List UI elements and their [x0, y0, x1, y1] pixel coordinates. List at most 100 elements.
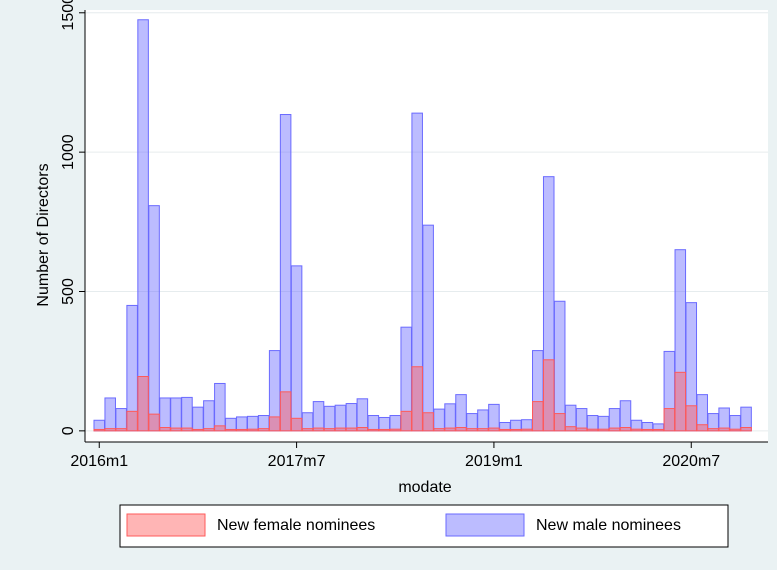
bar	[192, 428, 204, 432]
legend-box	[119, 504, 729, 548]
bar	[718, 407, 730, 432]
bar	[641, 428, 654, 432]
bar	[236, 416, 248, 432]
bar	[532, 401, 544, 432]
bar	[246, 428, 259, 432]
x-axis-title: modate	[398, 479, 451, 496]
legend-swatch	[445, 513, 525, 537]
bar	[466, 428, 478, 432]
legend	[119, 504, 729, 548]
bar	[455, 427, 467, 432]
bar	[115, 428, 127, 432]
bar	[214, 425, 226, 432]
bar	[268, 416, 281, 432]
bar	[334, 404, 347, 432]
x-tick-label: 2019m1	[465, 453, 523, 470]
bar	[214, 382, 226, 432]
y-tick-label: 500	[60, 278, 77, 305]
bar	[444, 427, 456, 432]
bar	[619, 400, 632, 432]
legend-swatch	[126, 513, 206, 537]
bar	[586, 428, 599, 432]
bar	[93, 428, 106, 432]
bar	[542, 359, 555, 432]
bar	[290, 417, 303, 432]
bar	[279, 391, 292, 432]
bar	[115, 408, 127, 432]
bar	[597, 415, 610, 432]
bar	[367, 415, 380, 432]
bar	[422, 224, 434, 432]
bar	[312, 401, 325, 432]
bar	[367, 428, 380, 432]
x-tick-label: 2016m1	[70, 453, 128, 470]
bar	[663, 408, 676, 432]
bar	[630, 428, 643, 432]
bar	[718, 427, 730, 432]
bar	[159, 427, 171, 432]
y-tick-label: 1500	[60, 0, 77, 31]
bar	[433, 408, 445, 432]
bar	[389, 428, 402, 432]
bar	[323, 428, 336, 432]
bar	[575, 427, 588, 432]
x-tick-label: 2020m7	[662, 453, 720, 470]
bar	[323, 405, 336, 432]
bar	[608, 408, 621, 432]
bar	[553, 300, 566, 432]
bar	[488, 427, 500, 432]
bar	[148, 413, 160, 432]
legend-label: New female nominees	[217, 517, 375, 534]
bar	[148, 205, 160, 432]
bar	[170, 397, 182, 432]
bar	[312, 427, 325, 432]
bar	[674, 371, 687, 432]
bar	[170, 427, 182, 432]
bar	[181, 427, 193, 432]
bar	[652, 428, 665, 432]
bar	[729, 415, 741, 432]
bar	[279, 114, 292, 432]
bar	[564, 426, 577, 432]
bar	[444, 403, 456, 432]
bar	[411, 366, 423, 432]
bar	[378, 428, 391, 432]
bar	[696, 424, 708, 432]
bar	[553, 413, 566, 432]
bar	[433, 428, 445, 432]
bar	[257, 428, 270, 432]
bar	[225, 428, 237, 432]
bar	[488, 403, 500, 432]
bar	[334, 427, 347, 432]
bar	[400, 410, 412, 432]
bar	[203, 400, 215, 432]
bar	[521, 428, 533, 432]
y-tick-label: 0	[60, 426, 77, 435]
x-tick-label: 2017m7	[268, 453, 326, 470]
bar	[104, 397, 116, 432]
bar	[126, 410, 138, 432]
bar	[685, 405, 698, 432]
bar	[104, 428, 116, 432]
bar	[597, 428, 610, 432]
bar	[301, 428, 314, 432]
bar	[510, 428, 522, 432]
bar	[389, 415, 402, 432]
bar	[707, 428, 719, 432]
bar	[422, 412, 434, 432]
bar	[203, 428, 215, 432]
bar	[356, 398, 369, 432]
bar	[137, 376, 149, 432]
bar	[181, 396, 193, 432]
bar	[246, 415, 259, 432]
bar	[137, 19, 149, 432]
bar	[345, 403, 358, 432]
bar	[729, 428, 741, 432]
bar	[236, 428, 248, 432]
bar	[619, 427, 632, 432]
bar	[477, 428, 489, 432]
bar	[499, 428, 511, 432]
bar	[477, 409, 489, 432]
legend-label: New male nominees	[536, 517, 681, 534]
